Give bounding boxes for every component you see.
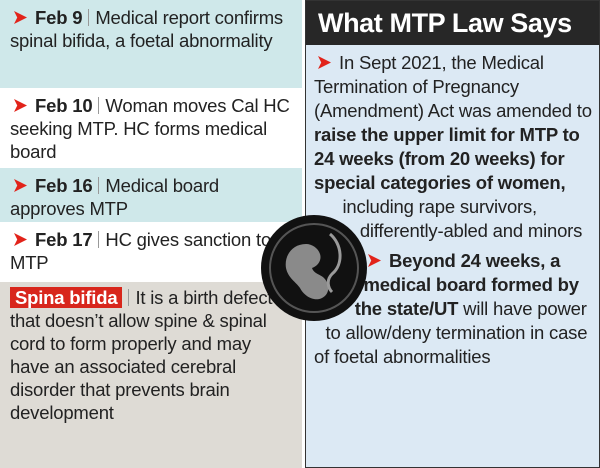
date: Feb 17 xyxy=(35,229,93,250)
event: Medical report confirms spinal bifida, a… xyxy=(10,7,283,51)
arrow xyxy=(14,179,27,192)
timeline-item: Feb 16 Medical board approves MTP xyxy=(0,168,302,222)
separator xyxy=(98,231,100,248)
event: Woman moves Cal HC seeking MTP. HC forms… xyxy=(10,95,290,162)
separator xyxy=(98,97,100,114)
law-text: will have power to allow/deny terminatio… xyxy=(314,298,588,367)
arrow xyxy=(14,99,27,112)
event: HC gives sanction to MTP xyxy=(10,229,272,273)
event: Medical board approves MTP xyxy=(10,175,220,219)
separator xyxy=(128,289,130,306)
law-text: including rape survivors, differently-ab… xyxy=(342,196,583,241)
timeline-item: Feb 17 HC gives sanction to MTP xyxy=(0,222,302,282)
arrow xyxy=(318,56,331,69)
arrow xyxy=(368,254,381,267)
law-text: raise the upper limit for MTP to 24 week… xyxy=(314,124,580,193)
timeline-item: Feb 9 Medical report confirms spinal bifi… xyxy=(0,0,302,88)
fetus-icon xyxy=(261,215,367,321)
law-text: In Sept 2021, the Medical Termination of… xyxy=(314,52,592,121)
date: Feb 10 xyxy=(35,95,93,116)
note-term: Spina bifida xyxy=(10,287,123,308)
law-panel: What MTP Law Says In Sept 2021, the Medi… xyxy=(305,0,600,468)
separator xyxy=(88,9,90,26)
arrow xyxy=(14,233,27,246)
timeline: Feb 9 Medical report confirms spinal bifi… xyxy=(0,0,302,468)
date: Feb 16 xyxy=(35,175,93,196)
timeline-item: Feb 10 Woman moves Cal HC seeking MTP. HC… xyxy=(0,88,302,168)
note-text: It is a birth defect that doesn’t allow … xyxy=(10,287,273,423)
law-point: In Sept 2021, the Medical Termination of… xyxy=(314,51,593,243)
separator xyxy=(98,177,100,194)
law-title: What MTP Law Says xyxy=(306,1,599,45)
note: Spina bifida It is a birth defect that do… xyxy=(0,282,302,468)
law-text: Beyond 24 weeks, a medical board formed … xyxy=(354,250,579,319)
date: Feb 9 xyxy=(35,7,83,28)
law-point: Beyond 24 weeks, a medical board formed … xyxy=(314,249,593,369)
arrow xyxy=(14,11,27,24)
law-body: In Sept 2021, the Medical Termination of… xyxy=(306,45,599,369)
